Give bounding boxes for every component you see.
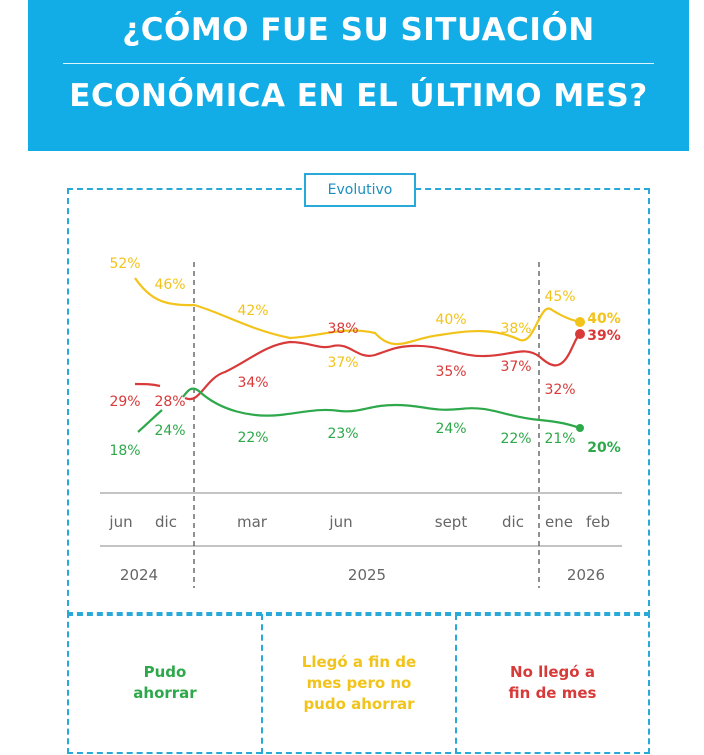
x-tick-label: sept bbox=[435, 513, 468, 531]
data-label-green: 23% bbox=[327, 426, 358, 442]
legend-text: No llegó a bbox=[510, 663, 595, 681]
data-label-red: 28% bbox=[154, 394, 185, 410]
legend-text: Llegó a fin de bbox=[301, 652, 417, 671]
title-divider bbox=[63, 63, 654, 64]
data-label-red: 37% bbox=[500, 359, 531, 375]
series-line-llego-fin-de-mes bbox=[134, 277, 581, 346]
header-banner: ¿CÓMO FUE SU SITUACIÓN ECONÓMICA EN EL Ú… bbox=[28, 0, 689, 151]
marker-green-feb bbox=[576, 424, 584, 432]
data-label-red: 39% bbox=[587, 328, 621, 344]
legend-pudo-ahorrar: Pudo ahorrar bbox=[69, 613, 261, 753]
legend-divider-2 bbox=[455, 614, 457, 754]
data-label-yellow: 37% bbox=[327, 355, 358, 371]
title-line-2: ECONÓMICA EN EL ÚLTIMO MES? bbox=[69, 78, 648, 114]
data-label-green: 20% bbox=[587, 440, 621, 456]
series-line-no-llego-fin-de-mes-main bbox=[184, 333, 581, 401]
marker-red-feb bbox=[575, 329, 585, 339]
x-tick-label: feb bbox=[586, 513, 610, 531]
data-label-yellow: 46% bbox=[154, 277, 185, 293]
legend-frame bbox=[67, 612, 650, 754]
legend-text: ahorrar bbox=[133, 684, 197, 702]
data-label-yellow: 40% bbox=[435, 312, 466, 328]
series-line-pudo-ahorrar-main bbox=[182, 387, 581, 430]
data-label-green: 22% bbox=[500, 431, 531, 447]
year-label: 2024 bbox=[120, 566, 158, 584]
year-label: 2025 bbox=[348, 566, 386, 584]
data-label-yellow: 40% bbox=[587, 311, 621, 327]
series-line-no-llego-fin-de-mes bbox=[134, 382, 161, 388]
legend-text: Pudo bbox=[143, 663, 187, 681]
legend-text: mes pero no bbox=[306, 673, 412, 692]
x-tick-label: dic bbox=[155, 513, 177, 531]
marker-yellow-feb bbox=[575, 317, 585, 327]
legend-no-llego-fin-de-mes: No llegó a fin de mes bbox=[457, 613, 648, 753]
data-label-green: 24% bbox=[154, 423, 185, 439]
data-label-green: 21% bbox=[544, 431, 575, 447]
series-line-pudo-ahorrar bbox=[137, 409, 163, 433]
legend-text: pudo ahorrar bbox=[303, 694, 415, 713]
year-label: 2026 bbox=[567, 566, 605, 584]
data-label-yellow: 38% bbox=[500, 321, 531, 337]
data-label-yellow: 45% bbox=[544, 289, 575, 305]
x-tick-label: mar bbox=[237, 513, 268, 531]
data-label-yellow: 42% bbox=[237, 303, 268, 319]
legend-divider-1 bbox=[261, 614, 263, 754]
title-line-1: ¿CÓMO FUE SU SITUACIÓN bbox=[122, 12, 595, 48]
data-label-red: 29% bbox=[109, 394, 140, 410]
x-tick-label: jun bbox=[108, 513, 132, 531]
legend-llego-fin-de-mes: Llegó a fin de mes pero no pudo ahorrar bbox=[263, 613, 455, 753]
data-label-red: 34% bbox=[237, 375, 268, 391]
x-tick-label: ene bbox=[545, 513, 573, 531]
data-label-red: 38% bbox=[327, 321, 358, 337]
x-tick-label: jun bbox=[328, 513, 352, 531]
data-label-yellow: 52% bbox=[109, 256, 140, 272]
data-label-green: 18% bbox=[109, 443, 140, 459]
data-label-red: 35% bbox=[435, 364, 466, 380]
panel-tag: Evolutivo bbox=[304, 173, 416, 207]
legend-text: fin de mes bbox=[508, 684, 597, 702]
x-tick-label: dic bbox=[502, 513, 524, 531]
data-label-red: 32% bbox=[544, 382, 575, 398]
data-label-green: 24% bbox=[435, 421, 466, 437]
data-label-green: 22% bbox=[237, 430, 268, 446]
